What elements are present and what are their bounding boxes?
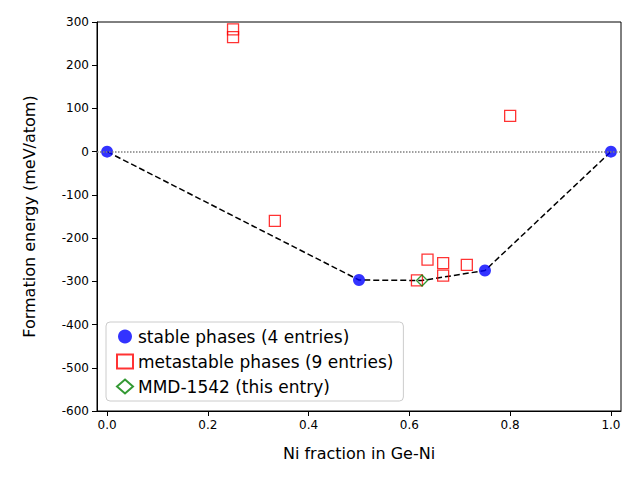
svg-text:0.8: 0.8: [501, 418, 520, 432]
svg-text:Ni fraction in Ge-Ni: Ni fraction in Ge-Ni: [283, 444, 435, 463]
svg-text:300: 300: [66, 15, 89, 29]
svg-text:200: 200: [66, 58, 89, 72]
svg-text:0.2: 0.2: [198, 418, 217, 432]
svg-text:-500: -500: [62, 361, 89, 375]
svg-text:0.6: 0.6: [400, 418, 419, 432]
svg-text:1.0: 1.0: [601, 418, 620, 432]
svg-text:stable phases (4 entries): stable phases (4 entries): [138, 327, 349, 347]
svg-text:100: 100: [66, 101, 89, 115]
svg-text:Formation energy (meV/atom): Formation energy (meV/atom): [20, 95, 39, 337]
svg-text:0.4: 0.4: [299, 418, 318, 432]
svg-text:-400: -400: [62, 318, 89, 332]
svg-text:MMD-1542 (this entry): MMD-1542 (this entry): [138, 377, 330, 397]
svg-text:-100: -100: [62, 188, 89, 202]
svg-text:0: 0: [81, 145, 89, 159]
svg-text:0.0: 0.0: [98, 418, 117, 432]
svg-text:-300: -300: [62, 274, 89, 288]
svg-text:-200: -200: [62, 231, 89, 245]
svg-text:metastable phases (9 entries): metastable phases (9 entries): [138, 352, 393, 372]
svg-text:-600: -600: [62, 404, 89, 418]
